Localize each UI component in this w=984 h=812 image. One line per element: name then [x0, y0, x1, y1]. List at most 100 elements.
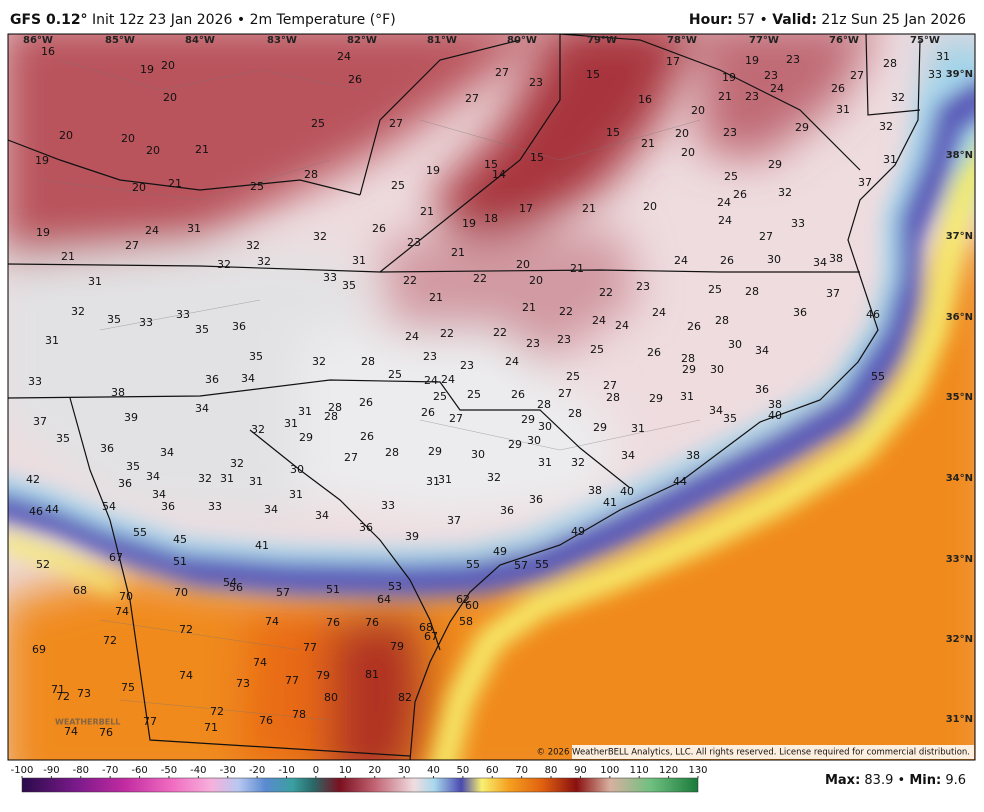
station-value: 28 — [681, 352, 695, 365]
station-value: 34 — [621, 449, 635, 462]
station-value: 23 — [529, 76, 543, 89]
station-value: 27 — [125, 239, 139, 252]
station-value: 46 — [866, 308, 880, 321]
station-value: 42 — [26, 473, 40, 486]
station-value: 33 — [208, 500, 222, 513]
station-value: 29 — [521, 413, 535, 426]
station-value: 22 — [403, 274, 417, 287]
longitude-label: 84°W — [185, 35, 215, 46]
station-value: 34 — [152, 488, 166, 501]
station-value: 38 — [588, 484, 602, 497]
station-value: 28 — [537, 398, 551, 411]
station-value: 23 — [423, 350, 437, 363]
station-value: 74 — [253, 656, 267, 669]
station-value: 30 — [538, 420, 552, 433]
station-value: 21 — [429, 291, 443, 304]
station-value: 19 — [722, 71, 736, 84]
station-value: 34 — [813, 256, 827, 269]
station-value: 33 — [176, 308, 190, 321]
station-value: 25 — [566, 370, 580, 383]
station-value: 30 — [290, 463, 304, 476]
station-value: 25 — [311, 117, 325, 130]
station-value: 24 — [424, 374, 438, 387]
copyright-bg — [572, 745, 974, 759]
colorbar-tick-label: -60 — [131, 765, 147, 776]
station-value: 27 — [850, 69, 864, 82]
station-value: 23 — [526, 337, 540, 350]
station-value: 35 — [342, 279, 356, 292]
station-value: 14 — [492, 168, 506, 181]
station-value: 28 — [883, 57, 897, 70]
colorbar-tick-label: 80 — [545, 765, 558, 776]
colorbar-tick-label: 90 — [574, 765, 587, 776]
station-value: 27 — [389, 117, 403, 130]
station-value: 24 — [770, 82, 784, 95]
station-value: 55 — [535, 558, 549, 571]
longitude-label: 81°W — [427, 35, 457, 46]
station-value: 32 — [891, 91, 905, 104]
station-value: 39 — [405, 530, 419, 543]
station-value: 16 — [41, 45, 55, 58]
station-value: 20 — [132, 181, 146, 194]
station-value: 30 — [728, 338, 742, 351]
station-value: 34 — [709, 404, 723, 417]
station-value: 28 — [568, 407, 582, 420]
station-value: 24 — [441, 373, 455, 386]
station-value: 68 — [73, 584, 87, 597]
station-value: 26 — [687, 320, 701, 333]
station-value: 49 — [493, 545, 507, 558]
station-value: 33 — [791, 217, 805, 230]
station-value: 77 — [303, 641, 317, 654]
station-value: 73 — [77, 687, 91, 700]
colorbar-tick-label: 130 — [688, 765, 707, 776]
station-value: 72 — [179, 623, 193, 636]
station-value: 32 — [230, 457, 244, 470]
hour: 57 — [737, 12, 755, 28]
station-value: 32 — [217, 258, 231, 271]
colorbar-ticks: -100 -90 -80 -70 -60 -50 -40 -30 -20 -10 0 10 20 30 40… — [11, 765, 708, 778]
station-value: 24 — [405, 330, 419, 343]
station-value: 22 — [559, 305, 573, 318]
colorbar-tick-label: 10 — [339, 765, 352, 776]
longitude-label: 86°W — [23, 35, 53, 46]
station-value: 36 — [161, 500, 175, 513]
station-value: 34 — [264, 503, 278, 516]
station-value: 25 — [250, 180, 264, 193]
station-value: 22 — [473, 272, 487, 285]
station-value: 32 — [571, 456, 585, 469]
station-value: 55 — [133, 526, 147, 539]
valid-label: Valid: — [772, 12, 817, 28]
station-value: 21 — [168, 177, 182, 190]
min-label: Min: — [909, 773, 941, 788]
latitude-label: 32°N — [946, 634, 973, 645]
station-value: 21 — [195, 143, 209, 156]
latitude-label: 38°N — [946, 150, 973, 161]
station-value: 31 — [220, 472, 234, 485]
station-value: 21 — [570, 262, 584, 275]
station-value: 75 — [121, 681, 135, 694]
station-value: 36 — [793, 306, 807, 319]
station-value: 79 — [316, 669, 330, 682]
station-value: 25 — [724, 170, 738, 183]
station-value: 28 — [385, 446, 399, 459]
station-value: 28 — [324, 410, 338, 423]
hour-label: Hour: — [689, 12, 733, 28]
station-value: 34 — [160, 446, 174, 459]
run-time: Init 12z 23 Jan 2026 — [92, 12, 232, 28]
longitude-label: 77°W — [749, 35, 779, 46]
station-value: 35 — [195, 323, 209, 336]
boundaries — [8, 34, 921, 760]
station-value: 15 — [530, 151, 544, 164]
station-value: 23 — [460, 359, 474, 372]
station-value: 21 — [61, 250, 75, 263]
station-value: 15 — [484, 158, 498, 171]
colorbar-tick-label: -100 — [11, 765, 34, 776]
station-value: 34 — [755, 344, 769, 357]
station-value: 29 — [649, 392, 663, 405]
station-value: 38 — [686, 449, 700, 462]
station-value: 31 — [836, 103, 850, 116]
colorbar-tick-label: 60 — [486, 765, 499, 776]
station-value: 40 — [768, 409, 782, 422]
station-value: 33 — [139, 316, 153, 329]
station-value: 41 — [603, 496, 617, 509]
